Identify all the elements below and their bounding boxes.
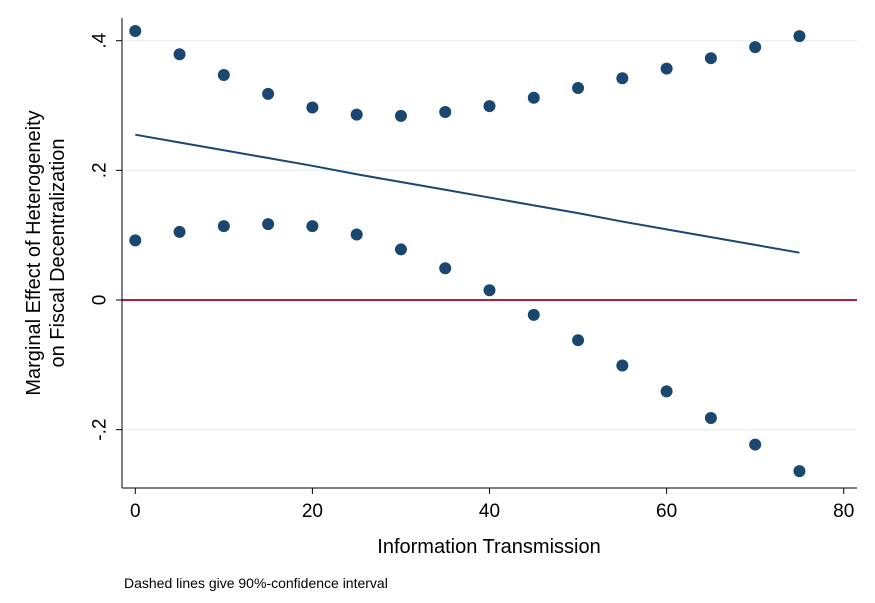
- y-tick-label: .4: [90, 32, 111, 48]
- point-lower-ci: [439, 262, 452, 275]
- point-lower-ci: [527, 308, 540, 321]
- point-lower-ci: [173, 225, 186, 238]
- point-upper-ci: [129, 24, 142, 37]
- point-lower-ci: [483, 284, 496, 297]
- series-group: [129, 24, 806, 478]
- y-axis-title-line-1: Marginal Effect of Heterogeneity: [23, 110, 45, 395]
- y-tick-label: 0: [90, 295, 111, 306]
- x-tick-label: 80: [833, 501, 854, 522]
- point-lower-ci: [572, 334, 585, 347]
- point-lower-ci: [616, 359, 629, 372]
- point-lower-ci: [306, 220, 319, 233]
- x-tick-label: 0: [130, 501, 141, 522]
- point-lower-ci: [262, 218, 275, 231]
- point-upper-ci: [350, 108, 363, 121]
- point-upper-ci: [306, 101, 319, 114]
- x-tick-label: 40: [479, 501, 500, 522]
- point-upper-ci: [483, 100, 496, 113]
- y-axis-title: Marginal Effect of Heterogeneity on Fisc…: [23, 110, 69, 395]
- x-tick-label: 20: [302, 501, 323, 522]
- grid: [122, 39, 857, 431]
- x-axis-title: Information Transmission: [377, 536, 600, 558]
- series-line-marginal-effect: [135, 133, 800, 254]
- point-upper-ci: [749, 41, 762, 54]
- point-lower-ci: [793, 465, 806, 478]
- y-axis-title-line-2: on Fiscal Decentralization: [47, 139, 69, 368]
- point-upper-ci: [660, 62, 673, 75]
- y-tick-label: .2: [90, 162, 111, 178]
- point-upper-ci: [394, 109, 407, 122]
- point-upper-ci: [262, 87, 275, 100]
- y-tick-label: -.2: [90, 419, 111, 441]
- point-lower-ci: [350, 228, 363, 241]
- point-lower-ci: [704, 411, 717, 424]
- point-lower-ci: [394, 243, 407, 256]
- point-upper-ci: [616, 72, 629, 85]
- point-upper-ci: [173, 48, 186, 61]
- point-upper-ci: [704, 52, 717, 65]
- point-upper-ci: [439, 106, 452, 118]
- point-lower-ci: [749, 438, 762, 451]
- point-lower-ci: [660, 385, 673, 398]
- point-upper-ci: [572, 82, 585, 95]
- point-lower-ci: [129, 234, 142, 247]
- point-upper-ci: [217, 69, 230, 82]
- ticks: -.2 0 .2 .4 0 20 40 60 80: [90, 32, 855, 522]
- axes: [121, 18, 857, 489]
- point-upper-ci: [527, 91, 540, 104]
- point-lower-ci: [217, 220, 230, 233]
- chart-note: Dashed lines give 90%-confidence interva…: [124, 575, 388, 591]
- x-tick-label: 60: [656, 501, 677, 522]
- point-upper-ci: [793, 30, 806, 43]
